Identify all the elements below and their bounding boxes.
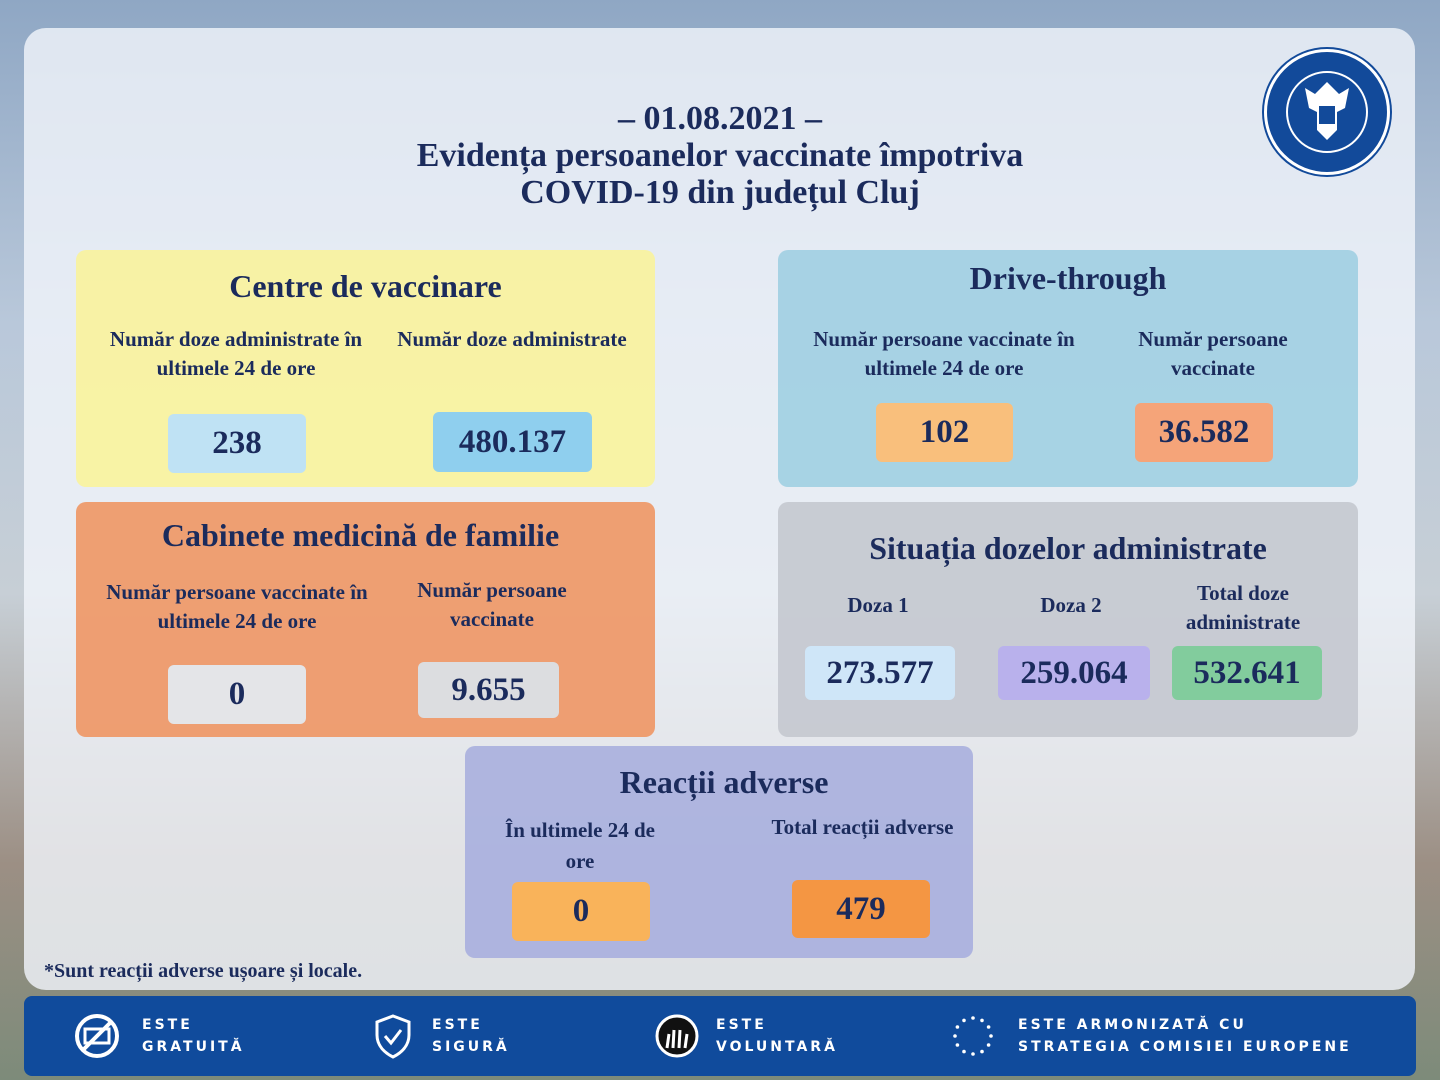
- title-line-2: COVID-19 din județul Cluj: [520, 174, 920, 211]
- cabinete-title: Cabinete medicină de familie: [161, 517, 560, 553]
- total-doze-label: Total doze administrate: [1185, 581, 1301, 634]
- footer-bar: ESTE GRATUITĂ ESTE SIGURĂ ESTE VOLUNTARĂ ES…: [24, 996, 1416, 1076]
- footer-item-armonizata: ESTE ARMONIZATĂ CU STRATEGIA COMISIEI EUR…: [1018, 1014, 1352, 1058]
- total-doze-value: 532.641: [1172, 646, 1322, 700]
- footer-line: STRATEGIA COMISIEI EUROPENE: [1018, 1039, 1352, 1055]
- cabinete-value-total: 9.655: [418, 662, 559, 718]
- reactii-value-total: 479: [792, 880, 930, 938]
- situatia-panel: Situația dozelor administrate Doza 1 Doz…: [778, 502, 1358, 737]
- centre-panel: Centre de vaccinare Număr doze administr…: [76, 250, 655, 487]
- cabinete-label-total: Număr persoane vaccinate: [417, 578, 567, 631]
- doza2-label: Doza 2: [1040, 593, 1102, 617]
- drive-value-total: 36.582: [1135, 403, 1273, 462]
- prefecture-logo: [1264, 49, 1390, 175]
- drive-value-24h: 102: [876, 403, 1013, 462]
- centre-value-total: 480.137: [433, 412, 592, 472]
- reactii-title: Reacții adverse: [619, 764, 829, 800]
- reactii-panel: Reacții adverse În ultimele 24 de ore To…: [465, 746, 973, 958]
- eu-stars-icon: [950, 1013, 996, 1059]
- footer-line: ESTE: [432, 1017, 483, 1033]
- reactii-label-total: Total reacții adverse: [771, 815, 954, 839]
- drive-label-total: Număr persoane vaccinate: [1138, 327, 1288, 380]
- shield-check-icon: [370, 1013, 416, 1059]
- footer-line: ESTE: [142, 1017, 193, 1033]
- no-money-icon: [74, 1013, 120, 1059]
- footer-item-voluntara: ESTE VOLUNTARĂ: [716, 1014, 838, 1058]
- footer-line: SIGURĂ: [432, 1039, 510, 1055]
- drive-title: Drive-through: [969, 260, 1167, 296]
- footer-line: GRATUITĂ: [142, 1039, 245, 1055]
- doza1-value: 273.577: [805, 646, 955, 700]
- centre-label-total: Număr doze administrate: [397, 327, 627, 351]
- centre-title: Centre de vaccinare: [229, 268, 502, 304]
- title-line-1: Evidența persoanelor vaccinate împotriva: [416, 137, 1024, 174]
- situatia-title: Situația dozelor administrate: [869, 530, 1267, 566]
- raised-hands-icon: [654, 1013, 700, 1059]
- cabinete-value-24h: 0: [168, 665, 306, 724]
- footnote: *Sunt reacții adverse ușoare și locale.: [44, 960, 363, 982]
- footer-line: ESTE: [716, 1017, 767, 1033]
- reactii-label-24h: În ultimele 24 de ore: [505, 818, 655, 873]
- drive-panel: Drive-through Număr persoane vaccinate î…: [778, 250, 1358, 487]
- report-date: – 01.08.2021 –: [618, 100, 822, 137]
- footer-item-sigura: ESTE SIGURĂ: [432, 1014, 510, 1058]
- centre-value-24h: 238: [168, 414, 306, 473]
- centre-label-24h: Număr doze administrate în ultimele 24 d…: [109, 327, 363, 380]
- cabinete-label-24h: Număr persoane vaccinate în ultimele 24 …: [106, 580, 368, 633]
- page-title: – 01.08.2021 – Evidența persoanelor vacc…: [0, 100, 1440, 211]
- doza2-value: 259.064: [998, 646, 1150, 700]
- reactii-value-24h: 0: [512, 882, 650, 941]
- footer-line: VOLUNTARĂ: [716, 1039, 838, 1055]
- doza1-label: Doza 1: [847, 593, 909, 617]
- drive-label-24h: Număr persoane vaccinate în ultimele 24 …: [813, 327, 1075, 380]
- footer-item-gratuita: ESTE GRATUITĂ: [142, 1014, 245, 1058]
- footer-line: ESTE ARMONIZATĂ CU: [1018, 1017, 1247, 1033]
- cabinete-panel: Cabinete medicină de familie Număr perso…: [76, 502, 655, 737]
